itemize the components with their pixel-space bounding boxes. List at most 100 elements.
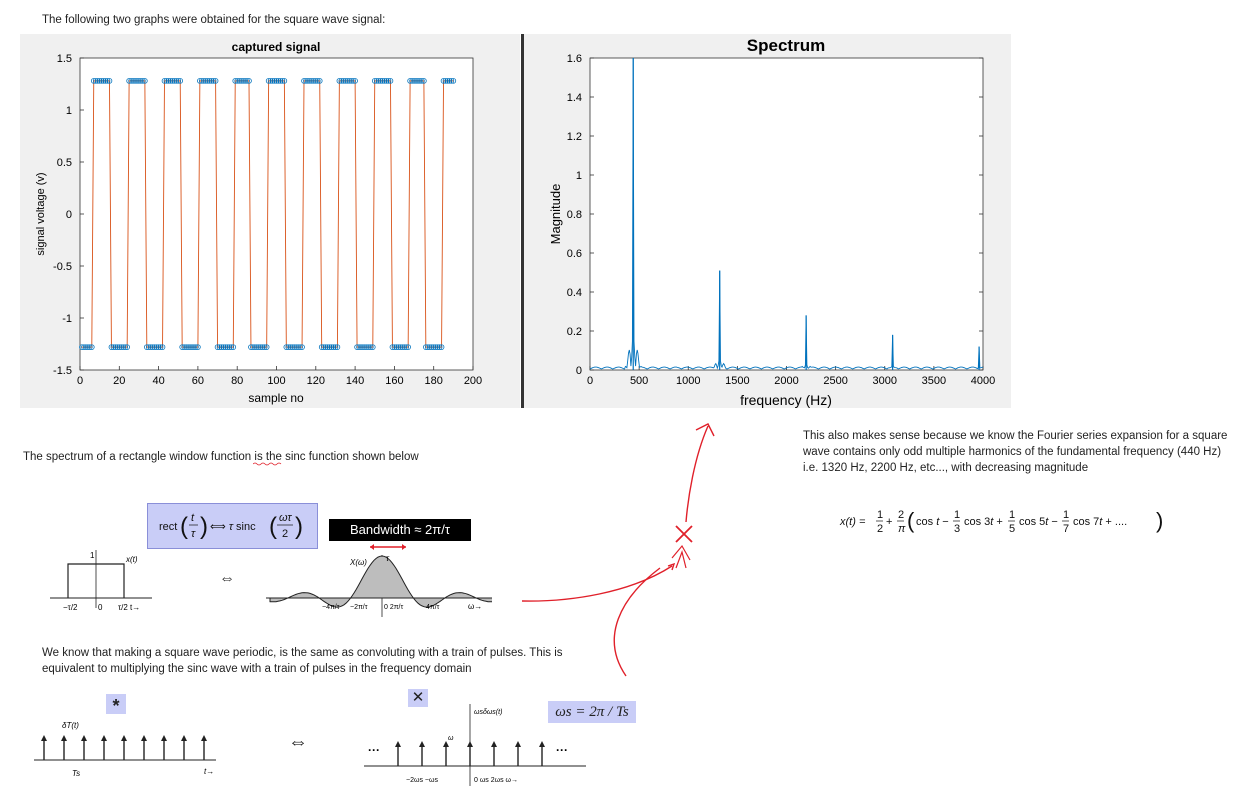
left-sample-marker — [269, 78, 276, 84]
left-sample-marker — [210, 78, 217, 84]
left-sample-marker — [330, 344, 337, 350]
left-sample-marker — [395, 344, 402, 350]
left-sample-marker — [136, 78, 142, 84]
left-sample-marker — [293, 344, 299, 350]
impulse-right-head — [419, 741, 425, 747]
convolution-star: * — [106, 694, 126, 716]
left-sample-marker — [189, 344, 195, 350]
right-xlabel: frequency (Hz) — [740, 392, 832, 408]
left-sample-marker — [246, 78, 252, 84]
left-sample-marker — [387, 78, 394, 84]
left-sample-marker — [409, 78, 415, 84]
left-xtick-label: 180 — [425, 375, 443, 387]
impulse-left-head — [181, 735, 187, 741]
left-xtick-label: 20 — [113, 375, 125, 387]
left-sample-marker — [295, 344, 301, 350]
left-sample-marker — [305, 78, 311, 84]
left-sample-marker — [334, 344, 341, 350]
left-sample-marker — [90, 78, 97, 84]
left-sample-marker — [167, 78, 174, 84]
left-sample-marker — [145, 344, 152, 350]
left-sample-marker — [318, 344, 325, 350]
left-sample-marker — [352, 78, 358, 84]
left-xlabel: sample no — [248, 391, 304, 405]
left-sample-marker — [195, 344, 201, 350]
left-sample-marker — [279, 78, 286, 84]
rect-pulse-figure: 1 x(t) −τ/2 0 τ/2 t→ — [50, 550, 152, 612]
left-xtick-label: 100 — [267, 375, 285, 387]
left-sample-marker — [165, 78, 172, 84]
left-sample-marker — [173, 78, 180, 84]
left-xtick-label: 0 — [77, 375, 83, 387]
left-ytick-label: -1.5 — [53, 365, 72, 377]
left-ytick-label: -0.5 — [53, 261, 72, 273]
left-sample-marker — [340, 78, 347, 84]
svg-text:4π/τ: 4π/τ — [426, 604, 440, 611]
omega-s-formula: ωs = 2π / Ts — [548, 701, 636, 723]
impulse-left-head — [161, 735, 167, 741]
left-sample-marker — [371, 78, 378, 84]
left-sample-marker — [252, 344, 258, 350]
left-sample-marker — [236, 78, 242, 84]
left-sample-marker — [218, 344, 225, 350]
left-sample-marker — [381, 78, 388, 84]
left-sample-marker — [383, 78, 390, 84]
impulse-left-head — [201, 735, 207, 741]
left-sample-marker — [448, 78, 455, 84]
left-sample-marker — [397, 344, 404, 350]
left-sample-marker — [142, 78, 148, 84]
svg-text:Ts: Ts — [72, 769, 80, 778]
impulse-left-head — [101, 735, 107, 741]
right-chart-title: Spectrum — [747, 36, 825, 55]
left-sample-marker — [151, 344, 158, 350]
left-sample-marker — [257, 344, 264, 350]
right-ytick-label: 0.8 — [567, 209, 582, 221]
svg-text:): ) — [200, 513, 208, 540]
left-sample-marker — [332, 344, 339, 350]
svg-text:+: + — [886, 516, 892, 528]
left-sample-marker — [369, 344, 376, 350]
left-sample-marker — [314, 78, 321, 84]
left-sample-marker — [228, 344, 235, 350]
left-sample-marker — [87, 344, 93, 350]
left-sample-marker — [425, 344, 431, 350]
left-sample-marker — [124, 344, 130, 350]
left-sample-marker — [230, 344, 237, 350]
left-sample-marker — [102, 78, 109, 84]
left-sample-marker — [287, 344, 294, 350]
left-sample-marker — [212, 78, 219, 84]
left-sample-marker — [417, 78, 423, 84]
left-sample-marker — [428, 344, 435, 350]
transform-arrow-2: ⇔ — [288, 731, 308, 753]
left-ytick-label: 1.5 — [57, 53, 72, 65]
svg-text:0: 0 — [98, 603, 103, 612]
left-chart-title: captured signal — [232, 40, 321, 54]
left-sample-marker — [244, 78, 250, 84]
impulse-left-head — [41, 735, 47, 741]
left-ytick-label: -1 — [62, 313, 72, 325]
right-ytick-label: 0 — [576, 365, 582, 377]
left-sample-marker — [322, 344, 329, 350]
left-sample-marker — [271, 78, 278, 84]
left-sample-marker — [267, 78, 274, 84]
left-sample-marker — [83, 344, 89, 350]
sinc-spell-underline — [253, 462, 282, 466]
plot-divider — [521, 34, 524, 408]
fourier-note: This also makes sense because we know th… — [803, 430, 1228, 474]
left-signal-line — [81, 80, 454, 348]
left-xtick-label: 40 — [152, 375, 164, 387]
svg-text:(: ( — [907, 508, 915, 533]
left-sample-marker — [114, 344, 121, 350]
svg-text:ωτ: ωτ — [279, 512, 292, 524]
left-sample-marker — [338, 78, 345, 84]
left-sample-marker — [157, 344, 164, 350]
left-sample-marker — [234, 78, 241, 84]
left-sample-marker — [159, 344, 166, 350]
svg-text:X(ω): X(ω) — [349, 558, 367, 567]
left-sample-marker — [132, 78, 138, 84]
left-sample-marker — [263, 344, 270, 350]
svg-text:cos 7t + ....: cos 7t + .... — [1073, 516, 1127, 528]
right-ytick-label: 0.4 — [567, 287, 582, 299]
left-sample-marker — [430, 344, 437, 350]
svg-text:): ) — [295, 513, 303, 540]
